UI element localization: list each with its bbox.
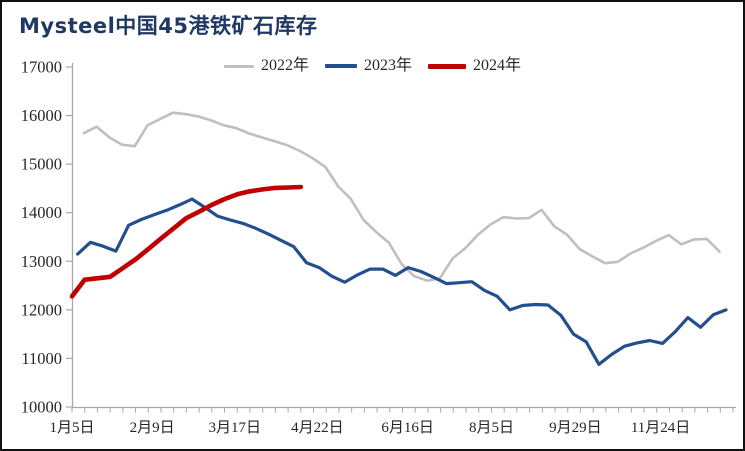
legend: 2022年 2023年 2024年 bbox=[2, 58, 743, 74]
chart-title: Mysteel中国45港铁矿石库存 bbox=[19, 14, 318, 38]
legend-item: 2024年 bbox=[428, 58, 521, 74]
x-tick-label: 4月22日 bbox=[291, 420, 344, 436]
x-tick-label: 11月24日 bbox=[631, 420, 690, 436]
y-tick-label: 12000 bbox=[21, 300, 62, 319]
legend-item: 2022年 bbox=[223, 57, 309, 74]
legend-label: 2024年 bbox=[473, 57, 522, 74]
x-tick-label: 6月16日 bbox=[381, 420, 434, 436]
y-tick-label: 14000 bbox=[21, 203, 62, 222]
y-tick-label: 17000 bbox=[21, 58, 62, 77]
series-line-2022 bbox=[82, 111, 721, 283]
y-tick-label: 13000 bbox=[21, 252, 62, 271]
x-tick-label: 1月5日 bbox=[49, 420, 94, 436]
legend-label: 2022年 bbox=[260, 57, 309, 74]
legend-line-swatch bbox=[324, 64, 357, 68]
y-tick-label: 16000 bbox=[21, 106, 62, 125]
y-tick-label: 11000 bbox=[21, 349, 62, 368]
legend-line-swatch bbox=[428, 63, 466, 69]
series-line-2024 bbox=[69, 184, 304, 299]
y-tick-label: 10000 bbox=[21, 398, 62, 417]
y-tick-label: 15000 bbox=[21, 155, 62, 174]
series-line-2023 bbox=[76, 197, 728, 366]
x-tick-label: 9月29日 bbox=[549, 420, 602, 436]
legend-label: 2023年 bbox=[363, 57, 412, 74]
legend-line-swatch bbox=[223, 64, 254, 68]
x-tick-label: 2月9日 bbox=[130, 420, 175, 436]
x-tick-label: 3月17日 bbox=[208, 420, 261, 436]
x-tick-label: 8月5日 bbox=[469, 420, 514, 436]
legend-item: 2023年 bbox=[324, 57, 412, 74]
